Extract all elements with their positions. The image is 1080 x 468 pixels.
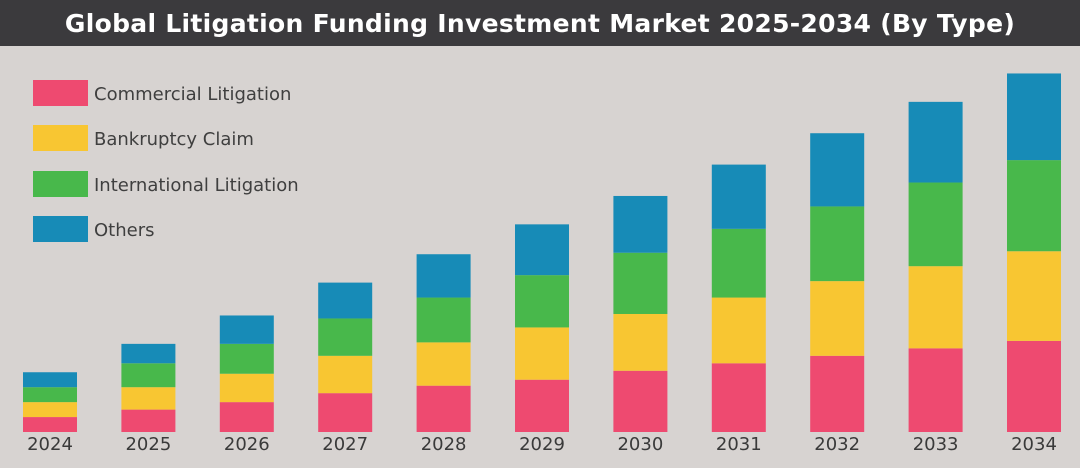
bar-2027-others (318, 282, 373, 319)
bar-2034-international-litigation (1007, 160, 1061, 252)
bar-2033-international-litigation (908, 182, 963, 267)
bar-2034-bankruptcy-claim (1007, 251, 1061, 341)
bar-2033-commercial-litigation (908, 348, 963, 432)
bar-2031-bankruptcy-claim (711, 297, 766, 364)
bar-2029-commercial-litigation (515, 379, 569, 432)
legend-label-others: Others (94, 220, 155, 241)
legend-swatch-bankruptcy-claim (33, 125, 88, 151)
bars-layer (23, 73, 1061, 432)
x-tick-label: 2033 (913, 434, 959, 455)
bar-2026-commercial-litigation (219, 402, 274, 432)
bar-2031-commercial-litigation (711, 363, 766, 432)
x-tick-label: 2026 (224, 434, 270, 455)
x-tick-label: 2027 (322, 434, 368, 455)
x-tick-label: 2034 (1011, 434, 1057, 455)
bar-2027-international-litigation (318, 318, 373, 356)
x-axis-ticks: 2024 2025 2026 2027 2028 2029 2030 2031 2032 2033… (27, 434, 1057, 455)
bar-2031-international-litigation (711, 228, 766, 298)
legend-label-bankruptcy-claim: Bankruptcy Claim (94, 129, 254, 150)
x-tick-label: 2029 (519, 434, 565, 455)
legend-label-commercial-litigation: Commercial Litigation (94, 84, 291, 105)
bar-2026-bankruptcy-claim (219, 373, 274, 403)
x-tick-label: 2028 (421, 434, 467, 455)
bar-2026-others (219, 315, 274, 344)
bar-2028-commercial-litigation (416, 385, 471, 432)
x-tick-label: 2030 (617, 434, 663, 455)
bar-2029-bankruptcy-claim (515, 327, 569, 380)
chart-title: Global Litigation Funding Investment Mar… (64, 8, 1016, 38)
bar-2027-commercial-litigation (318, 393, 373, 432)
bar-2025-international-litigation (121, 363, 176, 388)
x-tick-label: 2025 (125, 434, 171, 455)
bar-2031-others (711, 164, 766, 229)
bar-2030-commercial-litigation (613, 370, 668, 432)
bar-2032-bankruptcy-claim (810, 281, 865, 356)
bar-2032-others (810, 133, 865, 207)
bar-2028-international-litigation (416, 297, 471, 343)
legend-swatch-international-litigation (33, 171, 88, 197)
title-bar: Global Litigation Funding Investment Mar… (0, 0, 1080, 46)
bar-2030-bankruptcy-claim (613, 313, 668, 371)
bar-2024-bankruptcy-claim (23, 402, 77, 418)
legend: Commercial Litigation Bankruptcy Claim Int… (33, 80, 299, 242)
x-tick-label: 2032 (814, 434, 860, 455)
bar-2025-bankruptcy-claim (121, 387, 176, 410)
legend-swatch-commercial-litigation (33, 80, 88, 106)
legend-label-international-litigation: International Litigation (94, 175, 299, 196)
bar-2029-others (515, 224, 569, 276)
bar-2027-bankruptcy-claim (318, 355, 373, 394)
bar-2029-international-litigation (515, 275, 569, 328)
bar-2032-international-litigation (810, 206, 865, 282)
bar-2025-others (121, 343, 176, 364)
bar-2025-commercial-litigation (121, 409, 176, 432)
bar-2024-others (23, 372, 77, 388)
stacked-bar-chart: 2024 2025 2026 2027 2028 2029 2030 2031 2032 2033… (23, 73, 1061, 455)
bar-2034-commercial-litigation (1007, 340, 1061, 432)
bar-2028-bankruptcy-claim (416, 342, 471, 386)
x-tick-label: 2024 (27, 434, 73, 455)
legend-swatch-others (33, 216, 88, 242)
bar-2028-others (416, 254, 471, 298)
bar-2034-others (1007, 73, 1061, 161)
bar-2032-commercial-litigation (810, 355, 865, 432)
x-tick-label: 2031 (716, 434, 762, 455)
bar-2024-commercial-litigation (23, 417, 77, 432)
bar-2030-others (613, 195, 668, 253)
bar-2026-international-litigation (219, 343, 274, 374)
bar-2033-others (908, 101, 963, 183)
bar-2024-international-litigation (23, 387, 77, 403)
bar-2030-international-litigation (613, 252, 668, 314)
bar-2033-bankruptcy-claim (908, 266, 963, 349)
